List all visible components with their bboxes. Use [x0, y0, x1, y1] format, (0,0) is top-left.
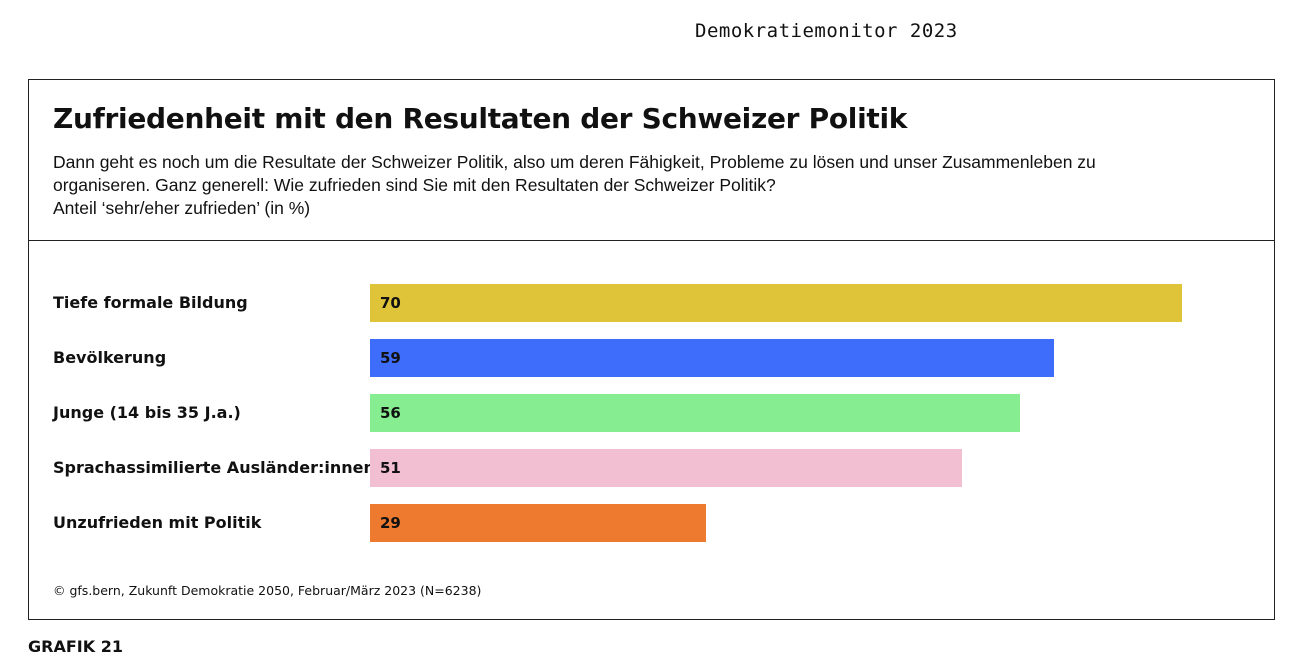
bar-chart-plot: Tiefe formale Bildung 70 Bevölkerung 59 Jung…	[29, 241, 1274, 561]
bar-value-label: 51	[380, 459, 401, 477]
category-label: Bevölkerung	[53, 348, 167, 367]
source-note: © gfs.bern, Zukunft Demokratie 2050, Feb…	[53, 583, 482, 598]
figure-label: GRAFIK 21	[28, 637, 123, 656]
chart-question: Dann geht es noch um die Resultate der S…	[53, 152, 1096, 195]
bar: 56	[370, 394, 1020, 432]
category-label: Sprachassimilierte Ausländer:innen	[53, 458, 375, 477]
chart-title: Zufriedenheit mit den Resultaten der Sch…	[53, 102, 908, 135]
chart-header: Zufriedenheit mit den Resultaten der Sch…	[29, 80, 1274, 241]
category-label: Unzufrieden mit Politik	[53, 513, 262, 532]
chart-frame: Zufriedenheit mit den Resultaten der Sch…	[28, 79, 1275, 620]
category-label: Tiefe formale Bildung	[53, 293, 248, 312]
bar-value-label: 29	[380, 514, 401, 532]
bar: 29	[370, 504, 707, 542]
bar: 59	[370, 339, 1055, 377]
bar-value-label: 56	[380, 404, 401, 422]
bar: 70	[370, 284, 1182, 322]
bar-value-label: 70	[380, 294, 401, 312]
bar: 51	[370, 449, 962, 487]
report-title: Demokratiemonitor 2023	[695, 20, 958, 42]
chart-unit-label: Anteil ‘sehr/eher zufrieden’ (in %)	[53, 198, 311, 218]
category-label: Junge (14 bis 35 J.a.)	[53, 403, 241, 422]
bar-value-label: 59	[380, 349, 401, 367]
